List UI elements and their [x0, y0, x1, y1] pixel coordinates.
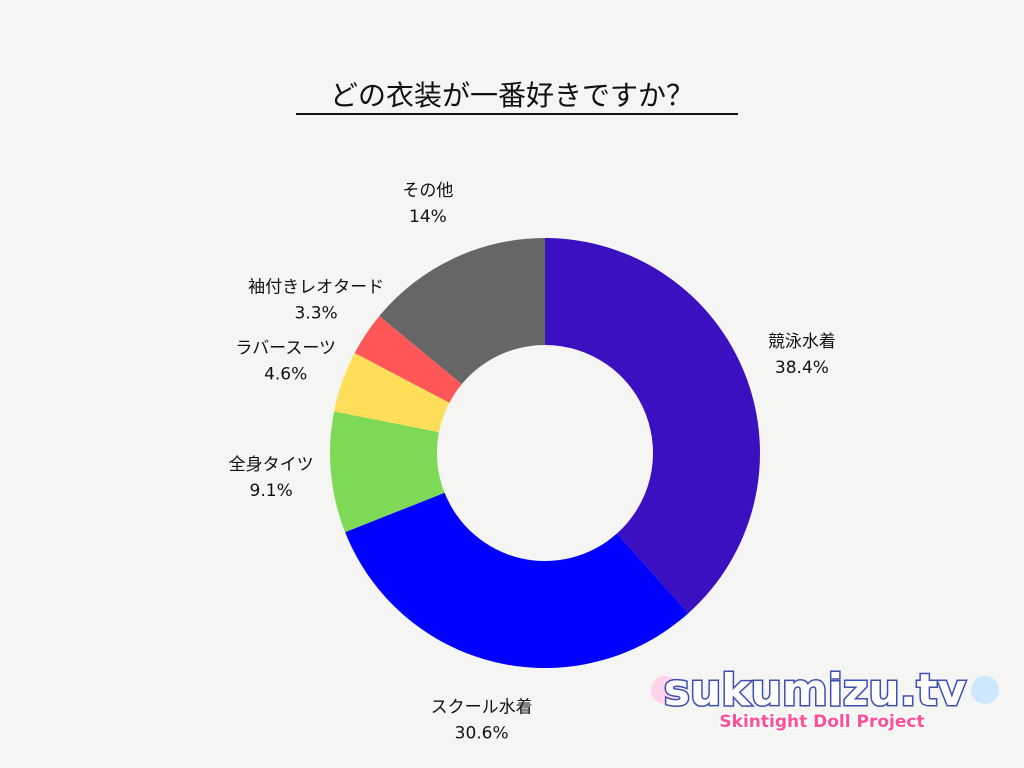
- donut-slice: [354, 315, 462, 403]
- slice-label: 袖付きレオタード: [248, 278, 384, 298]
- slice-value-label: 38.4%: [775, 358, 829, 378]
- slice-label: ラバースーツ: [235, 338, 336, 358]
- donut-slice: [379, 238, 545, 385]
- slice-label: 全身タイツ: [229, 455, 314, 475]
- logo: sukumizu.tv Skintight Doll Project: [651, 664, 999, 734]
- logo-bubble: [971, 676, 999, 704]
- donut-slice: [334, 352, 450, 433]
- slice-value-label: 4.6%: [264, 364, 307, 384]
- donut-slice: [345, 492, 689, 668]
- slice-value-label: 3.3%: [295, 304, 338, 324]
- slice-value-label: 30.6%: [455, 724, 509, 744]
- donut-slice: [330, 411, 445, 533]
- donut-slice: [545, 238, 760, 614]
- slice-value-label: 14%: [409, 207, 447, 227]
- chart-title: どの衣装が一番好きですか？: [330, 79, 694, 112]
- logo-title: sukumizu.tv: [664, 665, 967, 716]
- slice-label: スクール水着: [431, 698, 533, 718]
- logo-bubble: [651, 676, 679, 704]
- slice-label: その他: [402, 181, 453, 201]
- slice-value-label: 9.1%: [250, 481, 293, 501]
- slice-label: 競泳水着: [768, 332, 836, 352]
- logo-subtitle: Skintight Doll Project: [719, 712, 924, 732]
